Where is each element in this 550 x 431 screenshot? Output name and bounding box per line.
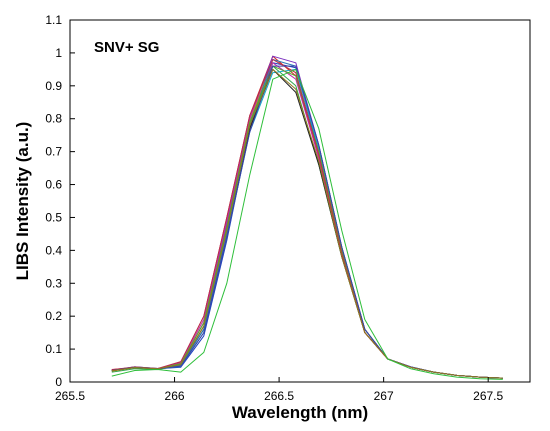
y-tick-label: 0.1 [45,342,62,356]
plot-frame [69,19,531,383]
x-tick-label: 266.5 [264,389,294,403]
y-tick-label: 0 [55,375,62,389]
y-tick-label: 0.3 [45,276,62,290]
y-tick-label: 0.6 [45,178,62,192]
y-tick-label: 0.9 [45,79,62,93]
x-tick-label: 267.5 [473,389,503,403]
y-tick-label: 1 [55,46,62,60]
y-axis: 0 0.1 0.2 0.3 0.4 0.5 0.6 0.7 0.8 0.9 1 1.1 [45,13,75,389]
y-tick-label: 1.1 [45,13,62,27]
spectrum-line-13 [111,68,503,379]
y-tick-label: 0.4 [45,243,62,257]
y-tick-label: 0.7 [45,145,62,159]
chart-annotation: SNV+ SG [94,39,159,56]
plot-lines [111,55,503,380]
x-axis: 265.5 266 266.5 267 267.5 [55,377,504,403]
y-tick-label: 0.8 [45,112,62,126]
y-axis-label: LIBS Intensity (a.u.) [13,122,32,281]
y-tick-label: 0.2 [45,309,62,323]
x-axis-label: Wavelength (nm) [232,403,368,422]
spectrum-line-14 [111,68,503,380]
x-tick-label: 265.5 [55,389,85,403]
x-tick-label: 267 [374,389,394,403]
x-tick-label: 266 [165,389,185,403]
y-tick-label: 0.5 [45,210,62,224]
